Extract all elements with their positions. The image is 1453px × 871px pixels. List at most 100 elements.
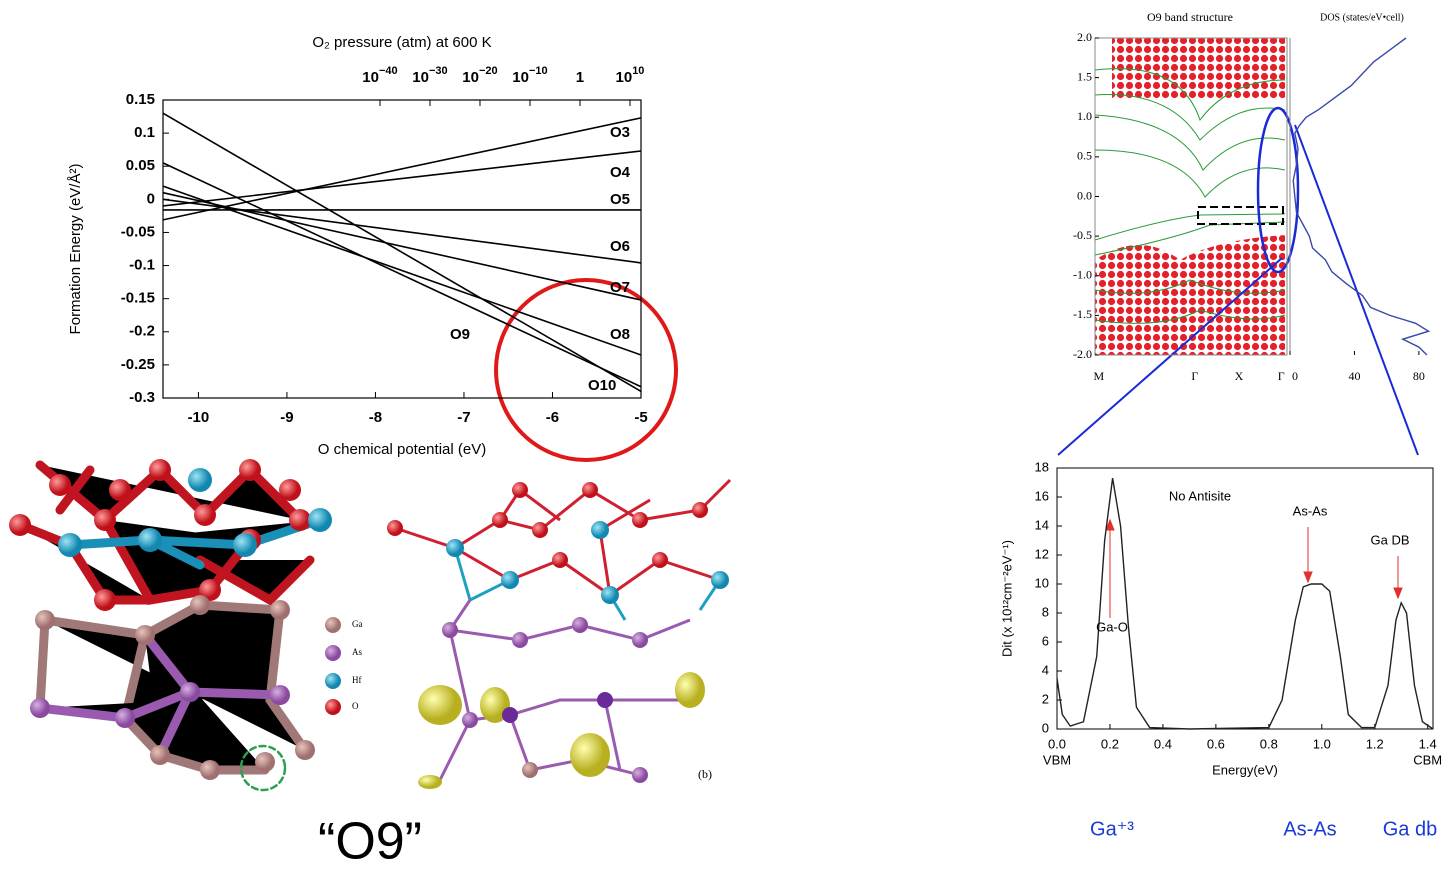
y-tick-label: -0.2 xyxy=(129,323,155,340)
x-axis-title: O chemical potential (eV) xyxy=(318,441,486,458)
x-tick-label: 0 xyxy=(1292,369,1298,383)
x-tick-label: 0.0 xyxy=(1048,736,1066,751)
panel-label: (b) xyxy=(698,767,712,781)
series-label: O8 xyxy=(610,326,630,343)
legend-label: Ga xyxy=(352,619,363,629)
caption: “O9” xyxy=(318,813,422,871)
y-tick-label: 14 xyxy=(1035,517,1049,532)
legend-label: O xyxy=(352,701,359,711)
k-point-label: Γ xyxy=(1278,369,1285,383)
y-tick-label: -0.1 xyxy=(129,257,155,274)
line-series xyxy=(163,193,641,300)
k-point-label: Γ xyxy=(1191,369,1198,383)
slide: Ga As Hf O (b) “O9” Ga⁺³ As-As Ga db 0.1… xyxy=(0,0,1453,871)
x-axis-title: Energy(eV) xyxy=(1212,762,1278,777)
y-tick-label: 0.05 xyxy=(126,157,155,174)
series-label: O3 xyxy=(610,124,630,141)
x-tick-label: -10 xyxy=(188,409,210,426)
x-tick-label: -6 xyxy=(546,409,559,426)
annotation: Ga DB xyxy=(1370,532,1409,547)
x-tick-label: 1.0 xyxy=(1313,736,1331,751)
bottom-label: Ga db xyxy=(1383,818,1437,840)
dos-title: DOS (states/eV•cell) xyxy=(1320,12,1404,23)
x-end-label: VBM xyxy=(1043,752,1071,767)
y-tick-label: 2.0 xyxy=(1077,30,1092,44)
legend-label: Hf xyxy=(352,675,362,685)
x-end-label: CBM xyxy=(1413,752,1442,767)
x-tick-label: 80 xyxy=(1413,369,1425,383)
x2-tick-label: 1 xyxy=(576,69,584,86)
x2-tick-label: 10−20 xyxy=(462,65,497,86)
y-tick-label: 12 xyxy=(1035,546,1049,561)
x-tick-label: 40 xyxy=(1348,369,1360,383)
y-tick-label: -0.25 xyxy=(121,356,155,373)
x-tick-label: 0.6 xyxy=(1207,736,1225,751)
dit-arrows xyxy=(1106,520,1402,618)
line-series xyxy=(163,186,641,355)
line-series xyxy=(163,151,641,206)
line-series xyxy=(163,113,641,391)
x-tick-label: 0.4 xyxy=(1154,736,1172,751)
line-series xyxy=(163,118,641,220)
y-axis-title: Formation Energy (eV/Å²) xyxy=(67,164,84,335)
x2-tick-label: 10−30 xyxy=(412,65,447,86)
k-point-label: M xyxy=(1094,369,1105,383)
x2-tick-label: 10−10 xyxy=(512,65,547,86)
plot-frame xyxy=(1057,468,1433,729)
x2-tick-label: 1010 xyxy=(616,65,645,86)
y-tick-label: 0.15 xyxy=(126,91,155,108)
x-tick-label: -8 xyxy=(369,409,382,426)
series-label: O4 xyxy=(610,164,631,181)
series-label: O10 xyxy=(588,377,616,394)
legend-label: As xyxy=(352,647,362,657)
y-tick-label: 0.1 xyxy=(134,124,155,141)
y-tick-label: -1.5 xyxy=(1073,307,1092,321)
y-tick-label: 0.5 xyxy=(1077,149,1092,163)
y-tick-label: 8 xyxy=(1042,604,1049,619)
y-tick-label: 6 xyxy=(1042,633,1049,648)
series-label: O6 xyxy=(610,238,630,255)
x-tick-label: 1.2 xyxy=(1366,736,1384,751)
x-tick-label: -5 xyxy=(634,409,647,426)
structure-image-b xyxy=(387,480,730,789)
y-tick-label: 0.0 xyxy=(1077,188,1092,202)
y-tick-label: -0.15 xyxy=(121,290,155,307)
y-tick-label: 1.0 xyxy=(1077,109,1092,123)
y-tick-label: -1.0 xyxy=(1073,268,1092,282)
dit-curve xyxy=(1057,478,1433,729)
y-tick-label: 4 xyxy=(1042,662,1049,677)
x-tick-label: 0.2 xyxy=(1101,736,1119,751)
series-label: O7 xyxy=(610,279,630,296)
band-title: O9 band structure xyxy=(1147,10,1233,24)
annotation: As-As xyxy=(1293,503,1328,518)
x-tick-label: -7 xyxy=(457,409,470,426)
series-label: O5 xyxy=(610,191,630,208)
bottom-label: As-As xyxy=(1283,818,1336,840)
y-tick-label: 10 xyxy=(1035,575,1049,590)
y-tick-label: -0.3 xyxy=(129,389,155,406)
band-structure-image xyxy=(1058,38,1418,455)
y-tick-label: 0 xyxy=(147,190,155,207)
x2-tick-label: 10−40 xyxy=(362,65,397,86)
x-tick-label: -9 xyxy=(280,409,293,426)
line-series xyxy=(163,163,641,387)
bottom-label: Ga⁺³ xyxy=(1090,818,1134,840)
x-tick-label: 0.8 xyxy=(1260,736,1278,751)
annotation: No Antisite xyxy=(1169,488,1231,503)
y-tick-label: 18 xyxy=(1035,459,1049,474)
y-tick-label: 1.5 xyxy=(1077,69,1092,83)
y-tick-label: -0.05 xyxy=(121,223,155,240)
k-point-label: X xyxy=(1235,369,1244,383)
y-tick-label: 16 xyxy=(1035,488,1049,503)
structure-image-a xyxy=(9,459,341,790)
x-tick-label: 1.4 xyxy=(1419,736,1437,751)
y-tick-label: 0 xyxy=(1042,720,1049,735)
dos-curve xyxy=(1293,38,1428,355)
y-tick-label: -2.0 xyxy=(1073,347,1092,361)
y-tick-label: -0.5 xyxy=(1073,228,1092,242)
highlight-circle xyxy=(496,280,676,460)
annotation: Ga-O xyxy=(1096,619,1128,634)
series-label: O9 xyxy=(450,326,470,343)
y-tick-label: 2 xyxy=(1042,691,1049,706)
x2-axis-title: O₂ pressure (atm) at 600 K xyxy=(312,34,491,51)
